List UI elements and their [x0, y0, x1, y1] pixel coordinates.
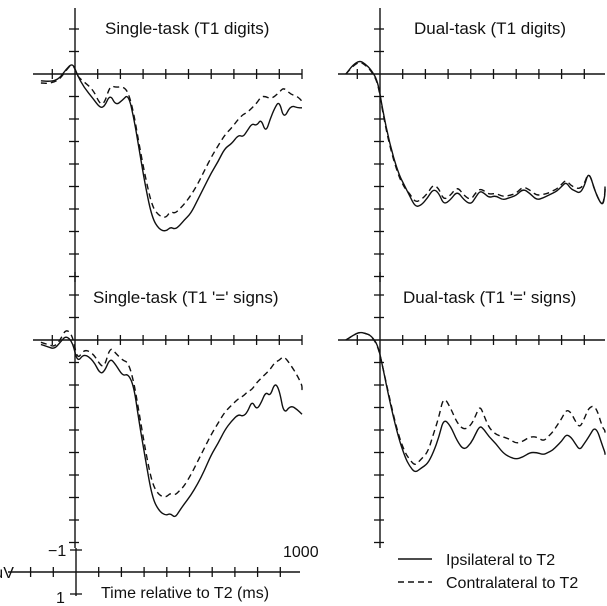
scale-time-label: 1000	[283, 544, 319, 561]
panel-3: Single-task (T1 '=' signs)	[33, 272, 303, 548]
series-contralateral-line	[40, 64, 303, 218]
scale-bar: −1 1 μV 1000 Time relative to T2 (ms)	[0, 543, 319, 606]
series-ipsilateral-line	[40, 336, 303, 518]
panel-4: Dual-task (T1 '=' signs)	[338, 272, 606, 548]
panel-1: Single-task (T1 digits)	[33, 8, 303, 282]
series-contralateral-line	[345, 61, 606, 205]
scale-unit-label: μV	[0, 565, 14, 582]
scale-pos-label: 1	[56, 590, 65, 606]
legend-label: Contralateral to T2	[446, 575, 578, 592]
series-ipsilateral-line	[40, 64, 303, 232]
panel-title: Single-task (T1 digits)	[105, 19, 269, 38]
panel-title: Dual-task (T1 '=' signs)	[403, 288, 576, 307]
legend: Ipsilateral to T2 Contralateral to T2	[398, 552, 578, 592]
series-contralateral-line	[345, 331, 606, 465]
panel-2: Dual-task (T1 digits)	[338, 8, 606, 282]
series-contralateral-line	[40, 330, 303, 498]
panel-title: Single-task (T1 '=' signs)	[93, 288, 279, 307]
panel-title: Dual-task (T1 digits)	[414, 19, 566, 38]
series-ipsilateral-line	[345, 60, 606, 207]
legend-label: Ipsilateral to T2	[446, 552, 555, 569]
time-axis-label: Time relative to T2 (ms)	[101, 585, 269, 602]
series-ipsilateral-line	[345, 331, 606, 473]
scale-neg-label: −1	[48, 543, 66, 560]
